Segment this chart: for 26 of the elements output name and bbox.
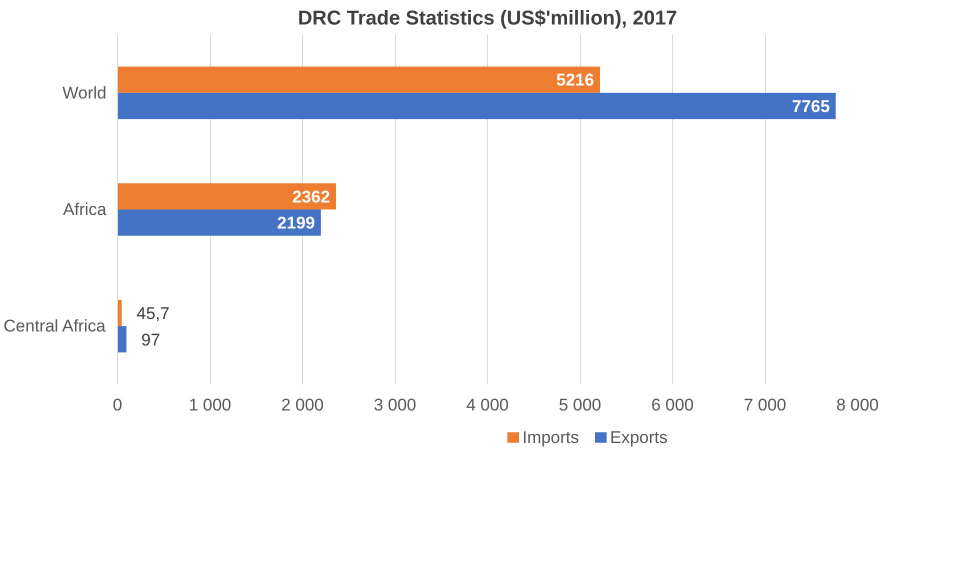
data-label: 2199 [277,214,315,233]
data-label: 2362 [292,187,330,206]
legend-label: Imports [522,428,580,447]
x-tick-label: 4 000 [466,396,509,414]
bar [118,326,126,352]
data-label: 7765 [792,96,830,116]
x-tick-label: 1 000 [188,396,232,414]
bar [118,66,600,93]
x-tick-label: 6 000 [651,396,694,414]
x-tick-label: 3 000 [374,396,416,414]
legend-label: Exports [610,428,668,447]
bar [118,92,836,120]
data-label: 45,7 [136,304,170,324]
x-tick-label: 0 [112,396,122,414]
x-tick-label: 7 000 [744,396,786,414]
x-tick-label: 5 000 [558,396,602,414]
chart-title: DRC Trade Statistics (US$'million), 2017 [298,8,678,30]
bar [118,183,336,210]
x-tick-label: 2 000 [281,396,324,414]
y-tick-label: World [62,83,107,102]
bar [118,210,321,236]
data-label: 5216 [556,70,594,90]
y-tick-label: Central Africa [4,316,106,336]
data-label: 97 [141,330,160,350]
y-tick-label: Africa [63,200,108,219]
x-tick-label: 8 000 [836,396,879,414]
